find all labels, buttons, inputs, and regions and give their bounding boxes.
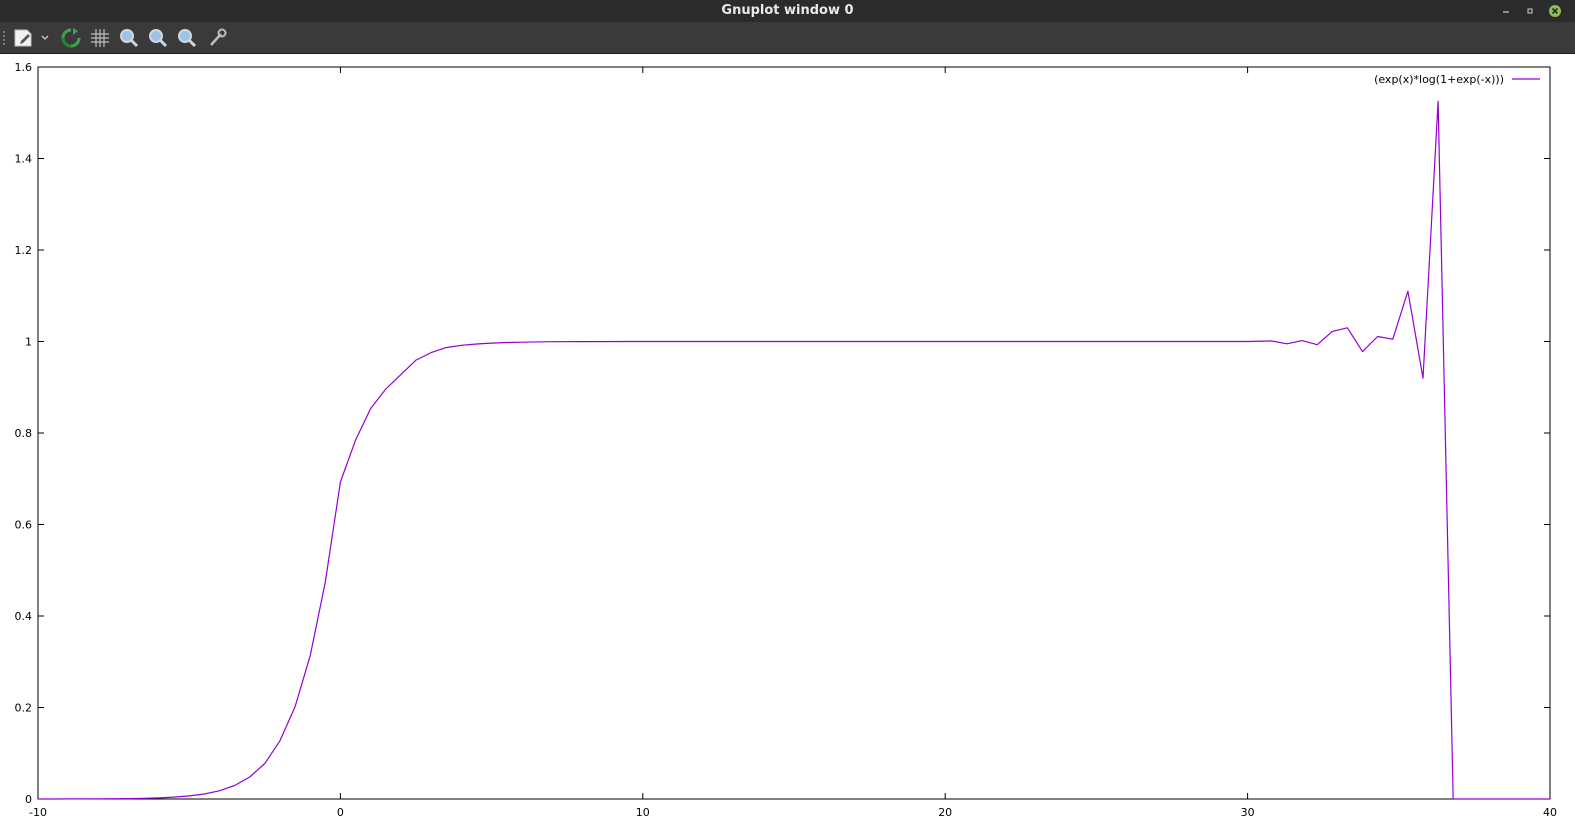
wrench-icon[interactable] bbox=[204, 25, 230, 51]
y-tick-label: 1.4 bbox=[15, 153, 33, 166]
y-axis-ticks: 0 0.2 0.4 0.6 0.8 1 1.2 1.4 1.6 bbox=[15, 61, 1550, 806]
x-tick-label: 0 bbox=[337, 806, 344, 819]
y-tick-label: 0.4 bbox=[15, 610, 33, 623]
x-tick-label: -10 bbox=[29, 806, 47, 819]
close-icon[interactable] bbox=[1547, 3, 1563, 19]
next-zoom-magnifier-icon[interactable] bbox=[145, 25, 171, 51]
legend-label: (exp(x)*log(1+exp(-x))) bbox=[1374, 73, 1504, 86]
x-tick-label: 10 bbox=[636, 806, 650, 819]
autoscale-magnifier-icon[interactable] bbox=[174, 25, 200, 51]
x-tick-label: 40 bbox=[1543, 806, 1557, 819]
y-tick-label: 1 bbox=[25, 336, 32, 349]
minimize-icon[interactable] bbox=[1498, 3, 1514, 19]
y-tick-label: 1.2 bbox=[15, 244, 33, 257]
restore-icon[interactable] bbox=[1522, 3, 1538, 19]
series-group bbox=[38, 100, 1550, 800]
y-tick-label: 0.2 bbox=[15, 702, 33, 715]
toolbar bbox=[0, 22, 1575, 54]
chart-svg: 00.20.40.60.811.21.41.6 -10 0 10 20 30 40 (ex… bbox=[15, 61, 1558, 819]
title-bar[interactable]: Gnuplot window 0 bbox=[0, 0, 1575, 22]
y-tick-label: 0 bbox=[25, 793, 32, 806]
chevron-down-icon[interactable] bbox=[36, 25, 54, 51]
plot-area[interactable]: 0 0.2 0.4 0.6 0.8 1 1.2 1.4 1.6 -10 0 10 20 30 40 (ex… bbox=[0, 54, 1575, 827]
y-tick-label: 0.8 bbox=[15, 427, 33, 440]
window-title: Gnuplot window 0 bbox=[721, 3, 854, 18]
previous-zoom-magnifier-icon[interactable] bbox=[116, 25, 142, 51]
toolbar-grip[interactable] bbox=[3, 31, 7, 45]
x-tick-label: 30 bbox=[1241, 806, 1255, 819]
legend: (exp(x)*log(1+exp(-x))) bbox=[1374, 73, 1540, 86]
x-axis-ticks: -10 0 10 20 30 40 bbox=[29, 67, 1557, 819]
plot-border bbox=[37, 66, 1551, 800]
clipboard-icon[interactable] bbox=[10, 25, 36, 51]
refresh-icon[interactable] bbox=[58, 25, 84, 51]
y-tick-label: 0.6 bbox=[15, 519, 33, 532]
x-tick-label: 20 bbox=[938, 806, 952, 819]
y-tick-label: 1.6 bbox=[15, 61, 33, 74]
series-line bbox=[38, 100, 1550, 800]
grid-icon[interactable] bbox=[87, 25, 113, 51]
